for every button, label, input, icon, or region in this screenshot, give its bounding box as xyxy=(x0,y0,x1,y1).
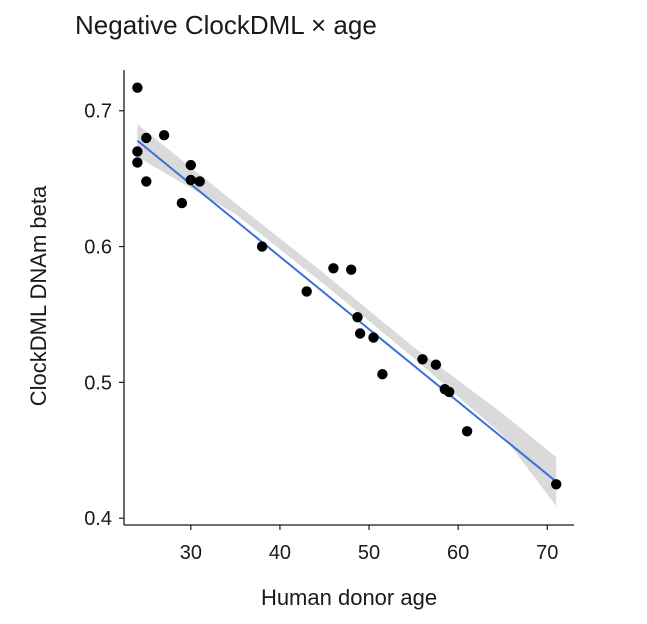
data-point xyxy=(551,479,562,490)
data-points xyxy=(132,82,562,490)
x-tick-label: 30 xyxy=(180,542,202,564)
data-point xyxy=(354,328,366,339)
data-point xyxy=(328,263,339,274)
data-point xyxy=(444,386,455,398)
y-axis-label: ClockDML DNAm beta xyxy=(26,185,51,406)
data-point xyxy=(256,241,268,252)
data-point xyxy=(132,146,143,157)
x-tick-label: 40 xyxy=(269,542,291,564)
data-point xyxy=(301,286,312,297)
x-tick-label: 60 xyxy=(447,542,469,564)
data-point xyxy=(132,82,143,93)
data-point xyxy=(194,176,205,187)
y-tick-label: 0.6 xyxy=(84,237,112,259)
data-point xyxy=(176,197,188,209)
confidence-band xyxy=(137,124,557,507)
y-tick-label: 0.7 xyxy=(84,101,112,123)
data-point xyxy=(430,359,442,370)
confidence-band-layer xyxy=(137,124,557,507)
data-point xyxy=(377,369,388,380)
data-point xyxy=(352,312,363,323)
x-axis-label: Human donor age xyxy=(261,585,437,610)
data-point xyxy=(158,130,170,141)
data-point xyxy=(141,176,152,187)
data-point xyxy=(132,157,143,168)
x-tick-label: 50 xyxy=(358,542,380,564)
axes: 30 40 50 60 70 0.4 0.5 0.6 0.7 xyxy=(84,70,574,564)
data-point xyxy=(185,174,196,186)
data-point xyxy=(417,354,428,365)
data-point xyxy=(185,159,196,171)
data-point xyxy=(346,264,357,275)
data-point xyxy=(461,426,473,437)
x-tick-label: 70 xyxy=(536,542,558,564)
data-point xyxy=(141,132,152,144)
fit-line-layer xyxy=(136,139,557,483)
regression-line xyxy=(136,139,557,483)
y-tick-label: 0.4 xyxy=(84,508,112,530)
y-tick-label: 0.5 xyxy=(84,372,112,394)
data-point xyxy=(368,332,379,343)
chart-title: Negative ClockDML × age xyxy=(75,10,377,40)
